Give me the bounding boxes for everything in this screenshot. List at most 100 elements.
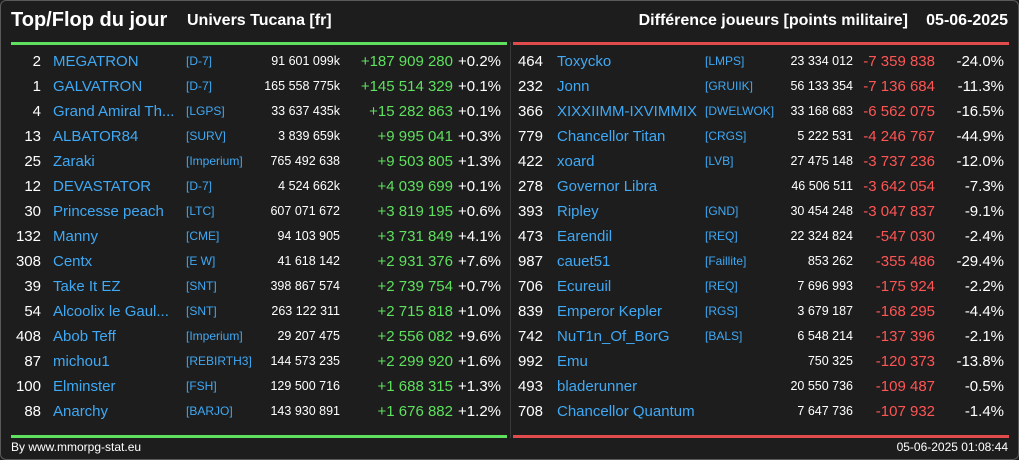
alliance-tag-link[interactable]: [BARJO] [186,404,233,418]
player-rank: 54 [24,303,41,320]
player-name-link[interactable]: Chancellor Titan [557,128,666,145]
alliance-tag-link[interactable]: [GRUIIK] [705,79,754,93]
top-row: 54 Alcoolix le Gaul... [SNT] 263 122 311 +2 … [11,299,507,324]
player-name-link[interactable]: Earendil [557,228,613,245]
player-name-link[interactable]: MEGATRON [53,53,139,70]
alliance-tag-link[interactable]: [Faillite] [705,254,747,268]
player-name-link[interactable]: Manny [53,228,99,245]
player-rank: 25 [24,153,41,170]
player-points: 5 222 531 [797,129,853,143]
player-name-link[interactable]: Chancellor Quantum [557,403,695,420]
points-difference: +2 556 082 [377,328,454,345]
player-name-link[interactable]: Jonn [557,78,590,95]
percent-change: -11.3% [957,78,1004,95]
alliance-tag-link[interactable]: [D-7] [186,54,213,68]
player-name-link[interactable]: ALBATOR84 [53,128,139,145]
percent-change: -12.0% [956,153,1004,170]
player-name-link[interactable]: Alcoolix le Gaul... [53,303,169,320]
alliance-tag-link[interactable]: [LVB] [705,154,734,168]
top-row: 4 Grand Amiral Th... [LGPS] 33 637 435k +15 … [11,99,507,124]
footer-source[interactable]: By www.mmorpg-stat.eu [11,440,142,454]
alliance-tag-link[interactable]: [Imperium] [186,154,243,168]
player-name-link[interactable]: Princesse peach [53,203,164,220]
points-difference: +4 039 699 [377,178,454,195]
player-name-link[interactable]: Ripley [557,203,599,220]
alliance-tag-link[interactable]: [Imperium] [186,329,243,343]
points-difference: -175 924 [875,278,935,295]
percent-change: +1.3% [458,378,501,395]
player-name-link[interactable]: Take It EZ [53,278,121,295]
top-row: 30 Princesse peach [LTC] 607 071 672 +3 819 … [11,199,507,224]
player-rank: 742 [517,328,543,345]
percent-change: -2.1% [964,328,1004,345]
alliance-tag-link[interactable]: [LTC] [186,204,215,218]
player-rank: 706 [517,278,543,295]
player-rank: 422 [517,153,543,170]
alliance-tag-link[interactable]: [BALS] [705,329,743,343]
player-name-link[interactable]: Centx [53,253,93,270]
player-rank: 4 [32,103,41,120]
footer-timestamp: 05-06-2025 01:08:44 [896,440,1008,454]
player-name-link[interactable]: Governor Libra [557,178,658,195]
alliance-tag-link[interactable]: [LMPS] [705,54,745,68]
alliance-tag-link[interactable]: [CRGS] [705,129,747,143]
player-points: 27 475 148 [790,154,853,168]
percent-change: +0.7% [458,278,501,295]
player-name-link[interactable]: XIXXIIMM-IXVIMMIX [557,103,698,120]
player-name-link[interactable]: Emu [557,353,588,370]
player-name-link[interactable]: Ecureuil [557,278,612,295]
alliance-tag-link[interactable]: [D-7] [186,179,213,193]
points-difference: +3 819 195 [377,203,454,220]
alliance-tag-link[interactable]: [RGS] [705,304,738,318]
percent-change: -7.3% [964,178,1004,195]
player-name-link[interactable]: Emperor Kepler [557,303,663,320]
player-name-link[interactable]: Anarchy [53,403,109,420]
player-name-link[interactable]: Grand Amiral Th... [53,103,175,120]
player-name-link[interactable]: Elminster [53,378,116,395]
alliance-tag-link[interactable]: [REQ] [705,279,738,293]
player-name-link[interactable]: NuT1n_Of_BorG [557,328,670,345]
points-difference: -6 562 075 [863,103,935,120]
top-row: 408 Abob Teff [Imperium] 29 207 475 +2 556 0… [11,324,507,349]
player-name-link[interactable]: DEVASTATOR [53,178,152,195]
player-rank: 708 [517,403,543,420]
alliance-tag-link[interactable]: [LGPS] [186,104,225,118]
player-points: 41 618 142 [277,254,340,268]
percent-change: +1.0% [458,303,501,320]
player-points: 29 207 475 [277,329,340,343]
alliance-tag-link[interactable]: [GND] [705,204,739,218]
player-name-link[interactable]: bladerunner [557,378,638,395]
player-name-link[interactable]: Abob Teff [53,328,116,345]
player-rank: 464 [517,53,543,70]
alliance-tag-link[interactable]: [D-7] [186,79,213,93]
top-row: 132 Manny [CME] 94 103 905 +3 731 849 +4.1% [11,224,507,249]
player-name-link[interactable]: Zaraki [53,153,95,170]
top-gainers-panel: 2 MEGATRON [D-7] 91 601 099k +187 909 280 +0.… [11,42,507,438]
percent-change: -44.9% [956,128,1004,145]
alliance-tag-link[interactable]: [REQ] [705,229,738,243]
player-rank: 408 [15,328,41,345]
alliance-tag-link[interactable]: [E W] [186,254,216,268]
alliance-tag-link[interactable]: [CME] [186,229,220,243]
alliance-tag-link[interactable]: [REBIRTH3] [186,354,252,368]
flop-row: 232 Jonn [GRUIIK] 56 133 354 -7 136 684 -11.3… [513,74,1009,99]
player-name-link[interactable]: xoard [557,153,595,170]
flop-row: 422 xoard [LVB] 27 475 148 -3 737 236 -12.0% [513,149,1009,174]
alliance-tag-link[interactable]: [FSH] [186,379,217,393]
points-difference: +187 909 280 [360,53,453,70]
points-difference: -168 295 [875,303,935,320]
alliance-tag-link[interactable]: [DWELWOK] [705,104,775,118]
flop-row: 493 bladerunner 20 550 736 -109 487 -0.5% [513,374,1009,399]
alliance-tag-link[interactable]: [SNT] [186,304,217,318]
player-points: 33 168 683 [790,104,853,118]
player-name-link[interactable]: cauet51 [557,253,611,270]
percent-change: -13.8% [956,353,1004,370]
player-name-link[interactable]: Toxycko [557,53,612,70]
alliance-tag-link[interactable]: [SNT] [186,279,217,293]
percent-change: +1.3% [458,153,501,170]
alliance-tag-link[interactable]: [SURV] [186,129,226,143]
percent-change: +0.1% [458,103,501,120]
top-row: 13 ALBATOR84 [SURV] 3 839 659k +9 995 041 +0.… [11,124,507,149]
player-name-link[interactable]: GALVATRON [53,78,143,95]
player-name-link[interactable]: michou1 [53,353,110,370]
